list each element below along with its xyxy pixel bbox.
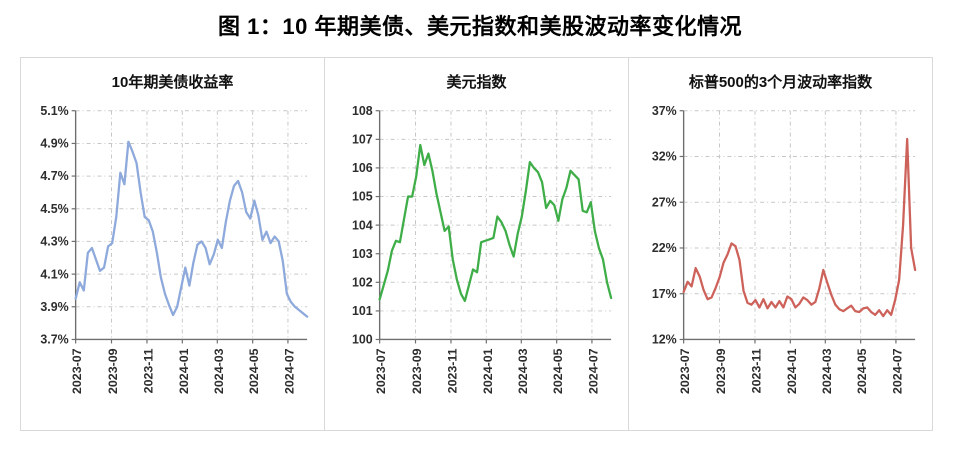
x-tick-label: 2023-11 xyxy=(141,348,155,393)
x-tick-label: 2024-03 xyxy=(516,348,530,394)
y-tick-label: 101 xyxy=(352,304,373,318)
x-tick-label: 2023-11 xyxy=(445,348,459,393)
x-tick-label: 2024-01 xyxy=(785,348,799,394)
y-tick-label: 12% xyxy=(652,333,677,347)
x-tick-label: 2023-09 xyxy=(714,348,728,394)
sp500-volatility-chart-title: 标普500的3个月波动率指数 xyxy=(688,74,873,91)
treasury-yield-chart: 5.1% 4.9% 4.7% 4.5% 4.3% 4.1% 3.9% 3.7%2023-07 2… xyxy=(40,104,309,394)
figure-title: 图 1：10 年期美债、美元指数和美股波动率变化情况 xyxy=(218,14,742,39)
y-tick-label: 108 xyxy=(352,104,373,118)
y-tick-label: 104 xyxy=(352,218,373,232)
x-tick-label: 2024-03 xyxy=(820,348,834,394)
y-tick-label: 4.9% xyxy=(40,137,68,151)
y-tick-label: 106 xyxy=(352,161,373,175)
y-tick-label: 103 xyxy=(352,247,373,261)
x-tick-label: 2024-01 xyxy=(481,348,495,394)
y-tick-label: 4.3% xyxy=(40,235,68,249)
chart-panel-sp500-volatility: 标普500的3个月波动率指数 37% 32% 27% 22% 17% 12% 2023-07… xyxy=(628,58,932,430)
chart-panel-treasury-yield: 10年期美债收益率 5.1% 4.9% 4.7% 4.5% 4.3% 4.1% 3.9% 3.… xyxy=(21,58,324,430)
treasury-yield-chart-title: 10年期美债收益率 xyxy=(111,74,234,91)
series-line xyxy=(682,137,917,318)
sp500-volatility-chart: 37% 32% 27% 22% 17% 12%2023-07 2023-09 2023-11 2… xyxy=(652,104,917,394)
y-tick-label: 5.1% xyxy=(40,104,68,118)
x-tick-label: 2024-05 xyxy=(247,348,261,394)
x-tick-label: 2024-01 xyxy=(177,348,191,394)
y-tick-label: 3.9% xyxy=(40,300,68,314)
x-tick-label: 2024-05 xyxy=(855,348,869,394)
series-line xyxy=(74,140,309,318)
x-tick-label: 2023-07 xyxy=(678,348,692,394)
y-tick-label: 3.7% xyxy=(40,333,68,347)
y-tick-label: 32% xyxy=(652,150,677,164)
x-tick-label: 2023-09 xyxy=(106,348,120,394)
y-tick-label: 4.1% xyxy=(40,267,68,281)
y-tick-label: 105 xyxy=(352,190,373,204)
x-tick-label: 2023-07 xyxy=(70,348,84,394)
y-tick-label: 4.5% xyxy=(40,202,68,216)
x-tick-label: 2024-07 xyxy=(282,348,296,394)
chart-panels: 10年期美债收益率 5.1% 4.9% 4.7% 4.5% 4.3% 4.1% 3.9% 3.… xyxy=(20,57,933,431)
y-tick-label: 102 xyxy=(352,275,373,289)
x-tick-label: 2024-05 xyxy=(551,348,565,394)
y-tick-label: 107 xyxy=(352,133,373,147)
y-tick-label: 27% xyxy=(652,195,677,209)
y-tick-label: 4.7% xyxy=(40,169,68,183)
series-line xyxy=(378,143,613,303)
x-tick-label: 2024-07 xyxy=(890,348,904,394)
y-tick-label: 100 xyxy=(352,333,373,347)
x-tick-label: 2023-11 xyxy=(749,348,763,393)
chart-panel-dollar-index: 美元指数 108 107 106 105 104 103 102 101 100 2023-07 2… xyxy=(324,58,628,430)
y-tick-label: 17% xyxy=(652,287,677,301)
x-tick-label: 2023-09 xyxy=(410,348,424,394)
dollar-index-chart-title: 美元指数 xyxy=(446,74,507,91)
y-tick-label: 22% xyxy=(652,241,677,255)
x-tick-label: 2023-07 xyxy=(374,348,388,394)
x-tick-label: 2024-03 xyxy=(212,348,226,394)
y-tick-label: 37% xyxy=(652,104,677,118)
x-tick-label: 2024-07 xyxy=(586,348,600,394)
